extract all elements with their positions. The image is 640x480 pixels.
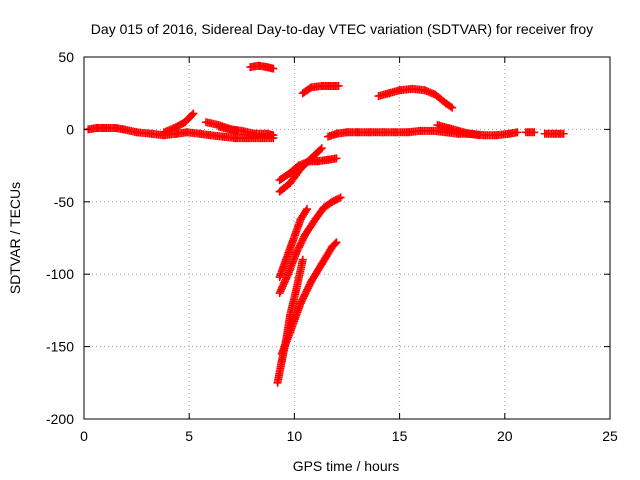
x-tick-label: 20 — [497, 428, 513, 444]
y-tick-label: -150 — [46, 339, 74, 355]
data-point — [296, 239, 305, 248]
data-point — [334, 81, 343, 90]
x-tick-label: 5 — [185, 428, 193, 444]
y-tick-label: 0 — [66, 121, 74, 137]
data-segment — [433, 121, 484, 140]
data-point — [299, 234, 308, 243]
data-point — [189, 109, 198, 118]
data-point — [269, 131, 278, 140]
data-point — [292, 248, 301, 257]
data-point — [332, 238, 341, 247]
y-tick-label: 50 — [58, 49, 74, 65]
data-point — [298, 255, 307, 264]
data-segment — [324, 126, 522, 141]
data-point — [298, 236, 307, 245]
data-point — [448, 103, 457, 112]
data-point — [303, 205, 312, 214]
data-point — [336, 193, 345, 202]
data-point — [293, 246, 302, 255]
data-segment — [275, 205, 312, 282]
data-segment — [521, 128, 539, 137]
data-point — [269, 64, 278, 73]
y-tick-label: -50 — [54, 194, 74, 210]
data-segment — [159, 109, 198, 137]
x-axis-label: GPS time / hours — [293, 458, 400, 474]
data-point — [530, 128, 539, 137]
data-segment — [119, 125, 278, 143]
data-segment — [374, 84, 457, 112]
data-point — [233, 126, 242, 135]
data-point — [317, 144, 326, 153]
data-point — [335, 194, 344, 203]
data-point — [475, 131, 484, 140]
data-segment — [246, 61, 278, 73]
x-tick-label: 0 — [80, 428, 88, 444]
y-tick-label: -200 — [46, 411, 74, 427]
data-segment — [540, 129, 568, 138]
data-point — [446, 102, 455, 111]
data-point — [295, 241, 304, 250]
x-tick-label: 15 — [392, 428, 408, 444]
ticks: 0 5 10 15 20 25 -200 -150 -100 -50 0 50 — [46, 49, 618, 444]
grid — [84, 57, 610, 419]
data-segment — [277, 238, 341, 358]
x-tick-label: 10 — [287, 428, 303, 444]
data-layer — [84, 61, 568, 387]
data-point — [332, 154, 341, 163]
data-point — [559, 129, 568, 138]
data-point — [297, 238, 306, 247]
data-segment — [214, 122, 242, 135]
data-segment — [275, 193, 345, 298]
data-point — [295, 243, 304, 252]
data-point — [301, 206, 310, 215]
data-point — [294, 245, 303, 254]
data-point — [188, 110, 197, 119]
plot-frame — [83, 56, 611, 420]
y-tick-label: -100 — [46, 266, 74, 282]
y-axis-label: SDTVAR / TECUs — [7, 182, 23, 294]
x-tick-label: 25 — [602, 428, 618, 444]
data-segment — [275, 144, 326, 196]
chart-title: Day 015 of 2016, Sidereal Day-to-day VTE… — [91, 21, 593, 37]
data-segment — [298, 81, 343, 98]
data-point — [331, 239, 340, 248]
data-point — [513, 128, 522, 137]
data-point — [316, 145, 325, 154]
